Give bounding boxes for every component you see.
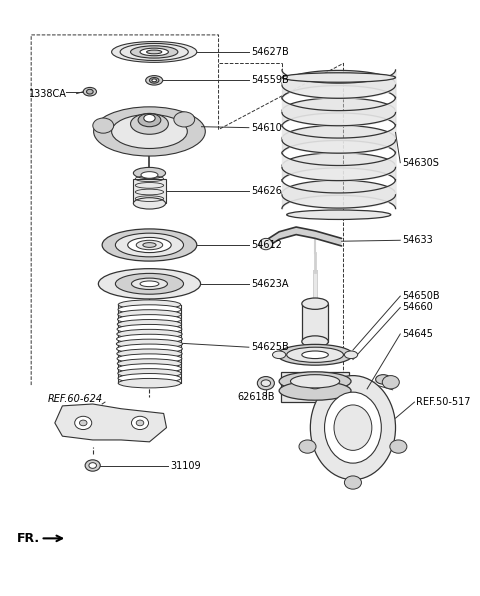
Text: 54660: 54660: [402, 302, 433, 312]
Text: 54612: 54612: [251, 240, 282, 250]
Ellipse shape: [141, 172, 158, 178]
Ellipse shape: [98, 269, 201, 299]
Ellipse shape: [117, 359, 181, 368]
Ellipse shape: [144, 114, 155, 122]
Ellipse shape: [334, 405, 372, 451]
Ellipse shape: [174, 112, 195, 127]
Ellipse shape: [376, 375, 391, 384]
Ellipse shape: [112, 114, 187, 148]
Ellipse shape: [307, 375, 324, 389]
Ellipse shape: [118, 374, 181, 383]
Bar: [302, 304, 328, 342]
Ellipse shape: [86, 89, 93, 94]
Text: 54627B: 54627B: [251, 47, 288, 57]
Text: 54633: 54633: [402, 235, 433, 246]
Ellipse shape: [345, 351, 358, 359]
Ellipse shape: [132, 416, 148, 430]
Ellipse shape: [118, 378, 180, 388]
Ellipse shape: [299, 440, 316, 453]
Ellipse shape: [390, 440, 407, 453]
Ellipse shape: [117, 324, 182, 334]
Ellipse shape: [118, 305, 181, 314]
Ellipse shape: [79, 420, 87, 426]
Text: 54559B: 54559B: [251, 75, 288, 85]
Polygon shape: [55, 404, 167, 442]
Ellipse shape: [257, 377, 275, 390]
Ellipse shape: [116, 339, 182, 349]
Ellipse shape: [282, 73, 396, 82]
Ellipse shape: [118, 364, 181, 373]
Ellipse shape: [117, 330, 182, 339]
Ellipse shape: [133, 198, 166, 209]
Ellipse shape: [146, 50, 162, 54]
Ellipse shape: [302, 351, 328, 359]
Ellipse shape: [115, 274, 183, 294]
Ellipse shape: [324, 392, 381, 463]
Text: 1338CA: 1338CA: [29, 89, 67, 98]
Ellipse shape: [117, 344, 182, 353]
Ellipse shape: [118, 315, 181, 324]
Ellipse shape: [117, 319, 181, 329]
Ellipse shape: [149, 77, 159, 83]
Ellipse shape: [261, 380, 271, 386]
Ellipse shape: [382, 375, 399, 389]
Ellipse shape: [118, 368, 181, 378]
PathPatch shape: [266, 227, 342, 248]
Text: 54626: 54626: [251, 186, 282, 196]
Ellipse shape: [302, 336, 328, 347]
Ellipse shape: [115, 233, 183, 257]
Ellipse shape: [94, 107, 205, 156]
Ellipse shape: [152, 79, 156, 82]
Ellipse shape: [93, 118, 114, 133]
Ellipse shape: [279, 381, 351, 400]
Ellipse shape: [75, 416, 92, 430]
Ellipse shape: [89, 462, 96, 468]
Text: 54645: 54645: [402, 329, 433, 339]
Text: 62618B: 62618B: [238, 392, 275, 402]
Ellipse shape: [311, 375, 396, 480]
Ellipse shape: [128, 237, 171, 253]
Ellipse shape: [112, 42, 197, 63]
Ellipse shape: [133, 167, 166, 179]
Text: 54625B: 54625B: [251, 342, 288, 352]
Ellipse shape: [345, 476, 361, 489]
Ellipse shape: [143, 243, 156, 247]
Text: 54630S: 54630S: [402, 158, 439, 167]
Ellipse shape: [273, 351, 286, 359]
Text: REF.60-624: REF.60-624: [48, 395, 103, 404]
Ellipse shape: [120, 44, 188, 60]
Text: FR.: FR.: [17, 532, 40, 545]
Ellipse shape: [132, 278, 168, 290]
Text: 31109: 31109: [170, 461, 201, 470]
Bar: [133, 179, 166, 203]
Ellipse shape: [117, 349, 182, 358]
Ellipse shape: [118, 310, 181, 319]
Ellipse shape: [136, 240, 163, 250]
Ellipse shape: [118, 300, 180, 309]
Bar: [281, 372, 349, 402]
Ellipse shape: [277, 344, 353, 365]
Ellipse shape: [259, 238, 273, 250]
Ellipse shape: [117, 334, 182, 344]
Ellipse shape: [117, 354, 182, 364]
Text: 54623A: 54623A: [251, 279, 288, 289]
Ellipse shape: [131, 46, 178, 58]
Ellipse shape: [138, 113, 161, 127]
Text: REF.50-517: REF.50-517: [416, 397, 471, 407]
Ellipse shape: [145, 76, 163, 85]
Ellipse shape: [279, 372, 351, 391]
Ellipse shape: [302, 298, 328, 309]
Ellipse shape: [140, 48, 168, 56]
Text: 54650B: 54650B: [402, 291, 440, 301]
Ellipse shape: [102, 229, 197, 261]
Ellipse shape: [140, 281, 159, 287]
Ellipse shape: [85, 460, 100, 471]
Ellipse shape: [287, 347, 344, 362]
Ellipse shape: [136, 420, 144, 426]
Ellipse shape: [287, 210, 391, 219]
Text: 54610: 54610: [251, 123, 281, 133]
Ellipse shape: [83, 88, 96, 96]
Ellipse shape: [131, 113, 168, 134]
Ellipse shape: [290, 375, 340, 388]
